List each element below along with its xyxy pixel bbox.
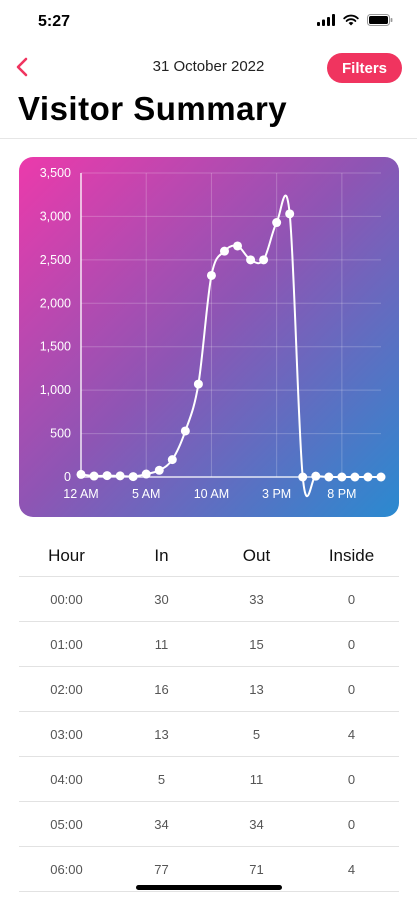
- chevron-left-icon: [16, 57, 28, 77]
- wifi-icon: [343, 14, 359, 26]
- table-row: 00:00 30 33 0: [19, 577, 399, 622]
- y-tick-label: 1,500: [40, 340, 71, 354]
- table-row: 01:00 11 15 0: [19, 622, 399, 667]
- cell-hour: 03:00: [50, 726, 83, 742]
- data-point: [167, 455, 177, 465]
- cell-in: 13: [154, 726, 169, 742]
- data-point: [102, 471, 112, 481]
- cell-hour: 04:00: [50, 771, 83, 787]
- y-tick-label: 3,000: [40, 209, 71, 223]
- cell-inside: 0: [347, 816, 356, 832]
- data-point: [350, 472, 360, 482]
- data-point: [154, 465, 164, 475]
- cell-out: 15: [249, 636, 264, 652]
- data-point: [324, 472, 334, 482]
- data-point: [298, 472, 308, 482]
- cell-out: 13: [249, 681, 264, 697]
- cell-inside: 4: [347, 726, 356, 742]
- table-header-row: Hour In Out Inside: [19, 536, 399, 577]
- status-bar: 5:27: [0, 0, 417, 44]
- data-point: [89, 471, 99, 481]
- header-divider: [0, 138, 417, 139]
- data-point: [272, 218, 282, 228]
- status-time: 5:27: [38, 13, 71, 30]
- cell-in: 5: [157, 771, 166, 787]
- x-tick-label: 12 AM: [63, 487, 98, 501]
- cell-out: 5: [252, 726, 261, 742]
- data-point: [376, 472, 386, 482]
- cell-hour: 00:00: [50, 591, 83, 607]
- visitor-line-chart: 0 500 1,000 1,500 2,000 2,500 3,000 3,500 12 AM 5…: [40, 166, 386, 501]
- cell-out: 33: [249, 591, 264, 607]
- data-point: [128, 472, 138, 482]
- data-point: [246, 255, 256, 265]
- header-in: In: [154, 546, 169, 565]
- x-tick-label: 5 AM: [132, 487, 161, 501]
- header-out: Out: [242, 546, 271, 565]
- x-tick-label: 3 PM: [262, 487, 291, 501]
- cell-out: 71: [249, 861, 264, 877]
- table-row: 06:00 77 71 4: [19, 847, 399, 892]
- cell-inside: 4: [347, 861, 356, 877]
- y-tick-label: 0: [64, 470, 71, 484]
- nav-date: 31 October 2022: [152, 58, 265, 75]
- table-row: 05:00 34 34 0: [19, 802, 399, 847]
- cell-out: 34: [249, 816, 264, 832]
- visitor-chart-card: 0 500 1,000 1,500 2,000 2,500 3,000 3,500 12 AM 5…: [19, 157, 399, 517]
- table-row: 04:00 5 11 0: [19, 757, 399, 802]
- page-title: Visitor Summary: [18, 90, 288, 127]
- y-tick-label: 2,000: [40, 296, 71, 310]
- cell-in: 30: [154, 591, 169, 607]
- cell-in: 34: [154, 816, 169, 832]
- data-point: [180, 426, 190, 436]
- cell-in: 11: [154, 636, 169, 652]
- cell-in: 16: [154, 681, 169, 697]
- cell-hour: 02:00: [50, 681, 83, 697]
- cell-hour: 05:00: [50, 816, 83, 832]
- nav-bar: 31 October 2022 Filters: [0, 50, 417, 86]
- data-point: [141, 469, 151, 479]
- data-point: [337, 472, 347, 482]
- cell-inside: 0: [347, 636, 356, 652]
- data-point: [193, 379, 203, 389]
- cell-hour: 01:00: [50, 636, 83, 652]
- table-row: 02:00 16 13 0: [19, 667, 399, 712]
- visitor-table: Hour In Out Inside 00:00 30 33 0 01:00 1…: [19, 536, 399, 892]
- y-tick-label: 2,500: [40, 253, 71, 267]
- data-point: [285, 209, 295, 219]
- series-line: [80, 194, 381, 498]
- cell-inside: 0: [347, 681, 356, 697]
- data-point: [219, 246, 229, 256]
- battery-icon: [367, 14, 393, 26]
- data-point: [363, 472, 373, 482]
- cell-hour: 06:00: [50, 861, 83, 877]
- y-tick-label: 500: [50, 427, 71, 441]
- cell-inside: 0: [347, 771, 356, 787]
- data-point: [311, 471, 321, 481]
- back-button[interactable]: [8, 52, 36, 82]
- signal-icon: [317, 14, 335, 26]
- data-point: [206, 270, 216, 280]
- filters-button[interactable]: Filters: [327, 53, 402, 83]
- y-tick-label: 3,500: [40, 166, 71, 180]
- data-point: [76, 469, 86, 479]
- cell-inside: 0: [347, 591, 356, 607]
- header-inside: Inside: [328, 546, 375, 565]
- x-tick-label: 10 AM: [194, 487, 229, 501]
- data-point: [259, 255, 269, 265]
- status-icons: [317, 14, 393, 26]
- table-row: 03:00 13 5 4: [19, 712, 399, 757]
- cell-in: 77: [154, 861, 169, 877]
- home-indicator: [136, 885, 282, 890]
- header-hour: Hour: [48, 546, 85, 565]
- x-tick-label: 8 PM: [327, 487, 356, 501]
- y-tick-label: 1,000: [40, 383, 71, 397]
- data-point: [115, 471, 125, 481]
- cell-out: 11: [249, 771, 264, 787]
- data-point: [233, 241, 243, 251]
